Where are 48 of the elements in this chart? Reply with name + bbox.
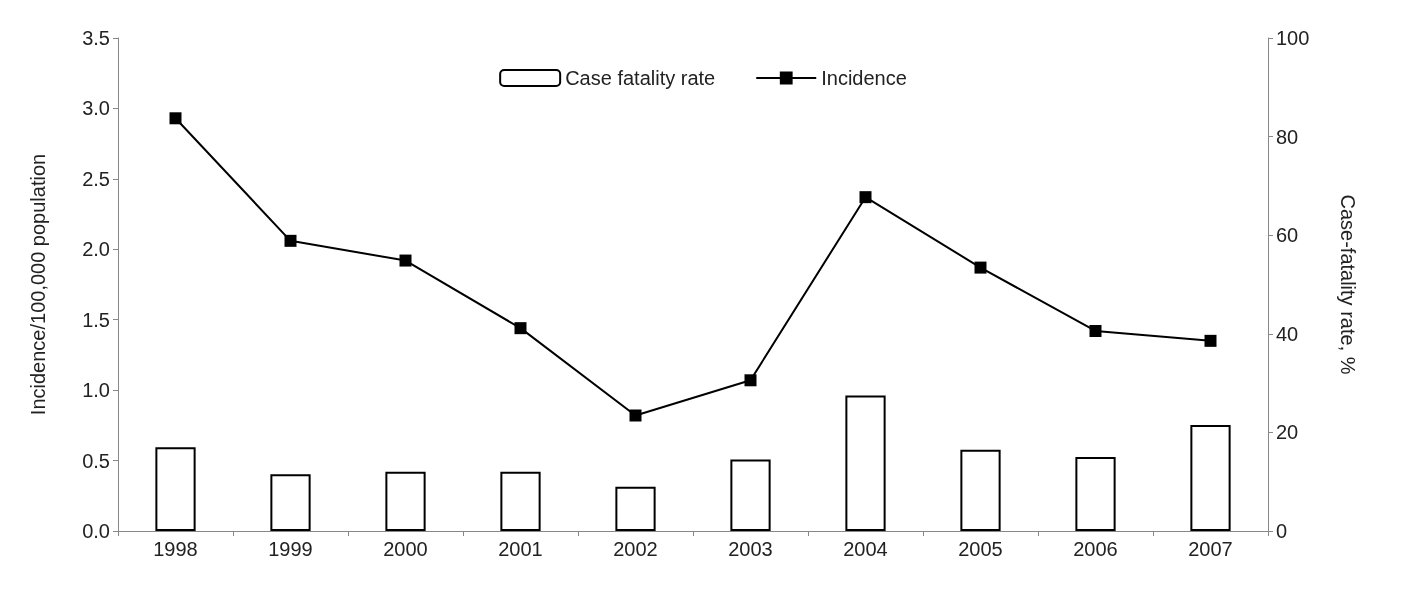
y-tick-label: 0.5	[82, 449, 110, 472]
legend-label: Case fatality rate	[565, 67, 716, 89]
y2-tick-label: 80	[1276, 125, 1299, 148]
y2-tick-label: 0	[1276, 520, 1288, 542]
bar	[845, 395, 886, 531]
point	[399, 254, 412, 267]
point	[744, 374, 757, 387]
y-tick-label: 3.0	[82, 97, 110, 120]
y2-tick-label: 60	[1276, 224, 1299, 247]
point	[284, 234, 297, 247]
bar	[1190, 425, 1231, 531]
y-tick-label: 0.0	[82, 520, 110, 542]
y-tick-label: 1.5	[82, 308, 110, 331]
y2-tick-label: 100	[1276, 27, 1310, 49]
point	[514, 322, 527, 335]
x-tick-label: 2006	[1073, 538, 1118, 560]
y2-tick-label: 40	[1276, 322, 1299, 345]
point	[1089, 324, 1102, 337]
point	[859, 191, 872, 204]
x-tick-label: 2002	[613, 538, 658, 560]
bar	[730, 459, 771, 531]
point	[974, 261, 987, 274]
x-tick-label: 1999	[268, 538, 313, 560]
x-tick-label: 2004	[843, 538, 888, 560]
bar	[500, 471, 541, 531]
bar	[385, 471, 426, 531]
bar	[270, 474, 311, 531]
y-axis-title: Incidence/100,000 population	[27, 153, 49, 416]
x-tick-label: 2007	[1188, 538, 1233, 560]
y-tick-label: 2.0	[82, 238, 110, 261]
legend-label: Incidence	[821, 67, 907, 89]
x-tick-label: 2003	[728, 538, 773, 560]
point	[169, 112, 182, 125]
y2-axis-title: Case-fatality rate, %	[1337, 194, 1359, 375]
y-tick-label: 1.0	[82, 379, 110, 402]
bar	[155, 447, 196, 531]
x-tick-label: 2005	[958, 538, 1003, 560]
y2-tick-label: 20	[1276, 421, 1299, 444]
bar	[615, 486, 656, 531]
y-tick-label: 3.5	[82, 27, 110, 49]
x-tick-label: 2001	[498, 538, 543, 560]
bar	[1075, 457, 1116, 531]
x-tick-label: 2000	[383, 538, 428, 560]
point	[629, 409, 642, 422]
y-tick-label: 2.5	[82, 167, 110, 190]
bar	[960, 449, 1001, 531]
x-tick-label: 1998	[153, 538, 198, 560]
point	[1204, 334, 1217, 347]
